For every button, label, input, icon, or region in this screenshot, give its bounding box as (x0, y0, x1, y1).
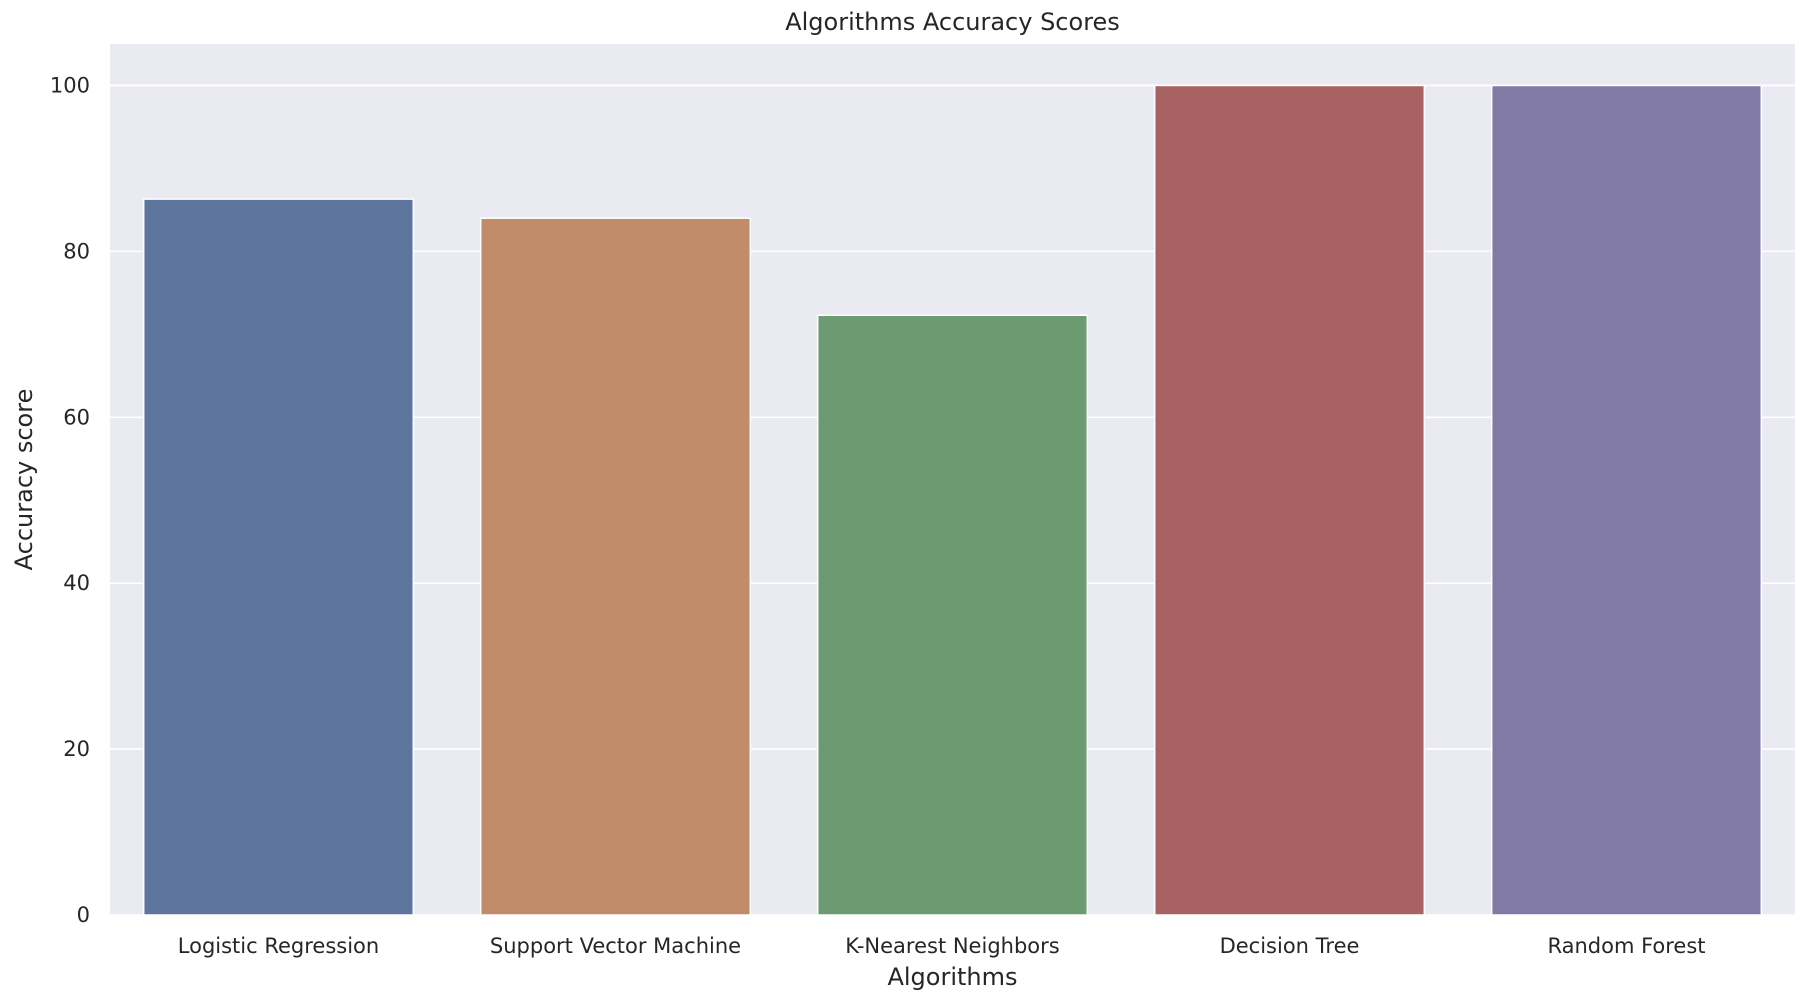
x-tick-label: Decision Tree (1220, 934, 1360, 958)
y-tick-label: 40 (63, 571, 90, 595)
bars (142, 84, 1763, 916)
bar-logistic-regression (142, 198, 415, 916)
y-tick-label: 20 (63, 737, 90, 761)
y-tick-labels: 0 20 40 60 80 100 (50, 73, 90, 927)
x-tick-label: Support Vector Machine (490, 934, 741, 958)
x-tick-label: Logistic Regression (178, 934, 379, 958)
x-tick-label: Random Forest (1547, 934, 1705, 958)
bar-decision-tree (1153, 84, 1426, 916)
bar-k-nearest-neighbors (816, 314, 1089, 916)
bar-random-forest (1490, 84, 1763, 916)
chart-title: Algorithms Accuracy Scores (785, 8, 1120, 36)
y-tick-label: 100 (50, 73, 90, 97)
bar-support-vector-machine (479, 217, 752, 916)
y-tick-label: 80 (63, 239, 90, 263)
x-tick-labels: Logistic Regression Support Vector Machin… (178, 934, 1706, 958)
y-tick-label: 0 (77, 903, 90, 927)
y-tick-label: 60 (63, 405, 90, 429)
y-axis-title: Accuracy score (10, 389, 38, 571)
x-axis-title: Algorithms (887, 963, 1017, 991)
x-tick-label: K-Nearest Neighbors (845, 934, 1059, 958)
